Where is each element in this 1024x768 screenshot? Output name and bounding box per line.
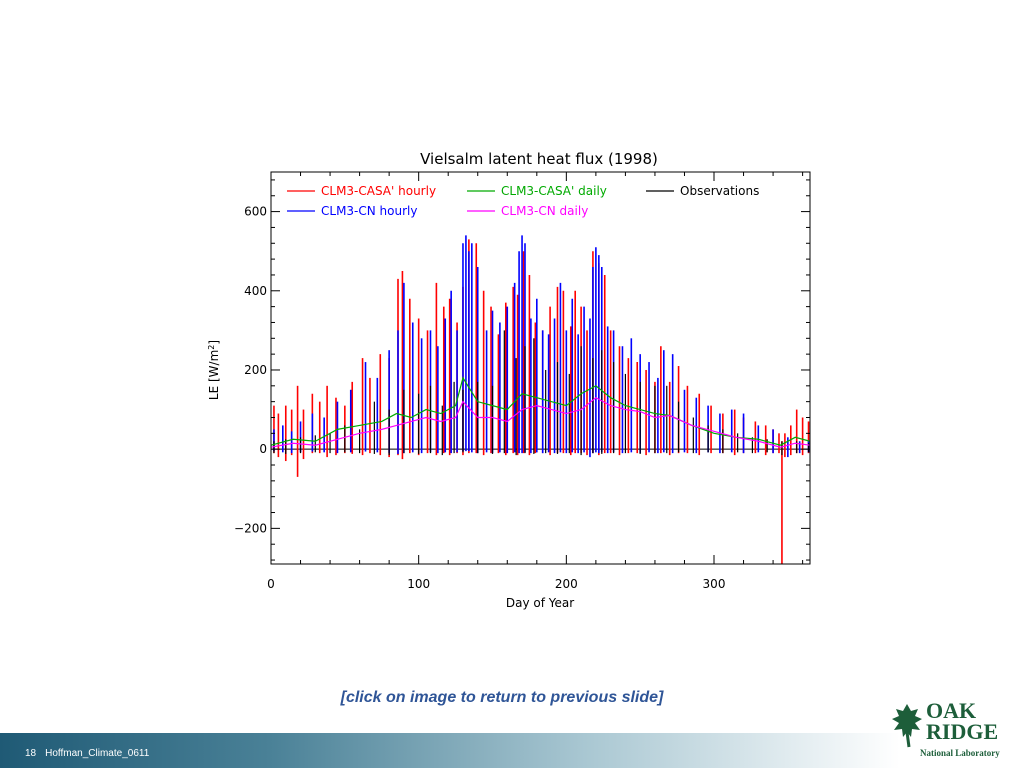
oak-leaf-icon	[892, 704, 922, 748]
x-tick-label: 200	[555, 577, 578, 591]
x-tick-label: 100	[407, 577, 430, 591]
plot-area: 0 100 200 300 −200 0 200 400 600	[234, 171, 811, 591]
legend-item-clm3-casa-daily: CLM3-CASA' daily	[467, 184, 607, 198]
logo-subtitle: National Laboratory	[920, 748, 1000, 758]
legend-item-clm3-casa-hourly: CLM3-CASA' hourly	[287, 184, 436, 198]
footer-bar	[0, 733, 900, 768]
y-tick-label: 600	[244, 205, 267, 219]
y-tick-label: −200	[234, 521, 267, 535]
plot-frame	[270, 171, 811, 565]
legend-item-clm3-cn-daily: CLM3-CN daily	[467, 204, 588, 218]
series-clm3-casa-hourly	[273, 239, 810, 564]
return-to-previous-slide-link[interactable]: [click on image to return to previous sl…	[340, 689, 664, 706]
y-tick-label: 0	[259, 442, 267, 456]
series-clm3-casa-daily	[270, 376, 811, 446]
chart-title: Vielsalm latent heat flux (1998)	[420, 150, 658, 168]
legend-label: CLM3-CASA' daily	[501, 184, 607, 198]
series-clm3-cn-daily	[270, 396, 811, 448]
x-tick-label: 300	[703, 577, 726, 591]
x-tick-label: 0	[267, 577, 275, 591]
legend-label: CLM3-CN daily	[501, 204, 588, 218]
legend-label: CLM3-CN hourly	[321, 204, 417, 218]
footer: 18 Hoffman_Climate_0611	[25, 748, 158, 759]
x-axis-label: Day of Year	[506, 596, 574, 610]
legend-item-observations: Observations	[646, 184, 759, 198]
legend-label: CLM3-CASA' hourly	[321, 184, 436, 198]
logo-wordmark: OAK RIDGE	[926, 698, 999, 744]
legend-label: Observations	[680, 184, 759, 198]
logo-line-2: RIDGE	[926, 719, 999, 744]
legend-item-clm3-cn-hourly: CLM3-CN hourly	[287, 204, 417, 218]
logo-line-1: OAK	[926, 698, 977, 723]
y-axis-label: LE [W/m2]	[207, 340, 222, 400]
slide-number: 18	[25, 748, 37, 759]
legend: CLM3-CASA' hourly CLM3-CASA' daily Observa…	[287, 184, 759, 218]
series-clm3-cn-hourly	[273, 235, 810, 458]
oak-ridge-logo: OAK RIDGE National Laboratory	[890, 700, 1010, 764]
y-tick-label: 400	[244, 284, 267, 298]
footer-label: Hoffman_Climate_0611	[45, 748, 150, 759]
y-tick-label: 200	[244, 363, 267, 377]
